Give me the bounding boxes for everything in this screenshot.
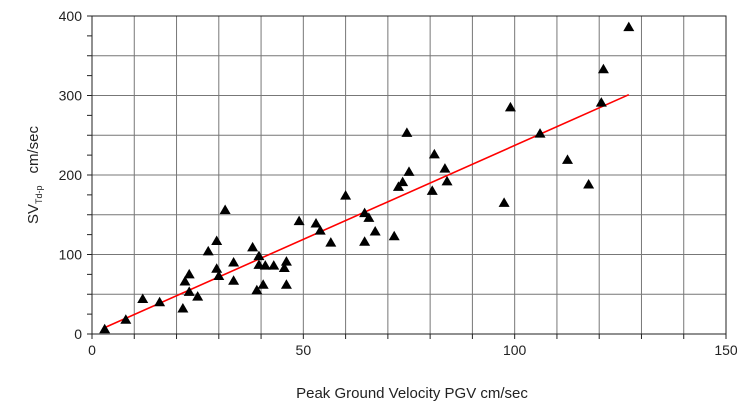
data-point (583, 179, 595, 189)
data-point (183, 286, 195, 296)
y-tick-label: 300 (59, 88, 83, 104)
data-point (219, 204, 231, 214)
data-point (363, 212, 375, 222)
data-point (257, 279, 269, 289)
y-tick-label: 400 (59, 8, 83, 24)
data-point (441, 175, 453, 186)
y-tick-label: 200 (59, 167, 83, 183)
data-point (278, 262, 290, 273)
data-point (228, 275, 240, 285)
data-point (498, 197, 510, 207)
data-point (340, 190, 352, 200)
data-point (310, 217, 322, 228)
x-axis-title: Peak Ground Velocity PGV cm/sec (296, 385, 528, 402)
data-points (99, 21, 635, 334)
data-point (259, 260, 271, 270)
y-axis-title-unit: cm/sec (25, 125, 42, 173)
data-point (99, 323, 111, 334)
data-point (397, 176, 409, 187)
data-point (597, 63, 609, 74)
x-tick-label: 100 (503, 342, 527, 358)
data-point (403, 166, 415, 176)
data-point (154, 296, 166, 307)
data-point (534, 128, 546, 138)
regression-line (104, 93, 630, 329)
data-point (211, 235, 223, 245)
y-tick-labels: 0 100 200 300 400 (59, 8, 83, 342)
data-point (504, 101, 516, 112)
data-point (388, 230, 400, 241)
data-point (268, 260, 280, 270)
data-point (401, 127, 413, 137)
x-tick-labels: 0 50 100 150 (88, 342, 737, 358)
data-point (179, 276, 191, 286)
data-point (137, 293, 149, 304)
x-tick-label: 0 (88, 342, 96, 358)
data-point (369, 225, 381, 236)
data-point (192, 291, 204, 301)
data-point (595, 97, 607, 107)
data-point (253, 250, 265, 261)
axis-ticks (87, 15, 727, 339)
data-point (392, 181, 404, 191)
data-point (562, 154, 573, 164)
data-point (325, 237, 337, 247)
data-point (183, 268, 195, 279)
data-point (211, 263, 223, 273)
data-point (280, 256, 292, 266)
data-point (428, 148, 440, 159)
data-point (426, 185, 438, 195)
data-point (228, 256, 240, 267)
data-point (359, 236, 371, 246)
data-point (359, 207, 371, 218)
data-point (623, 21, 635, 32)
x-tick-label: 150 (714, 342, 737, 358)
data-point (251, 284, 263, 295)
y-axis-title-subscript: Td-p (34, 185, 44, 204)
y-axis-title-main: SV (25, 204, 42, 224)
data-point (177, 303, 189, 313)
data-point (280, 279, 292, 289)
data-point (293, 215, 305, 226)
data-point (439, 163, 451, 173)
y-tick-label: 100 (59, 247, 83, 263)
x-tick-label: 50 (296, 342, 312, 358)
data-point (314, 225, 326, 235)
data-point (247, 241, 259, 252)
y-axis-title: SVTd-p cm/sec (25, 125, 44, 224)
data-point (202, 245, 214, 256)
y-tick-label: 0 (74, 326, 82, 342)
data-point (213, 270, 225, 280)
data-point (120, 314, 132, 324)
